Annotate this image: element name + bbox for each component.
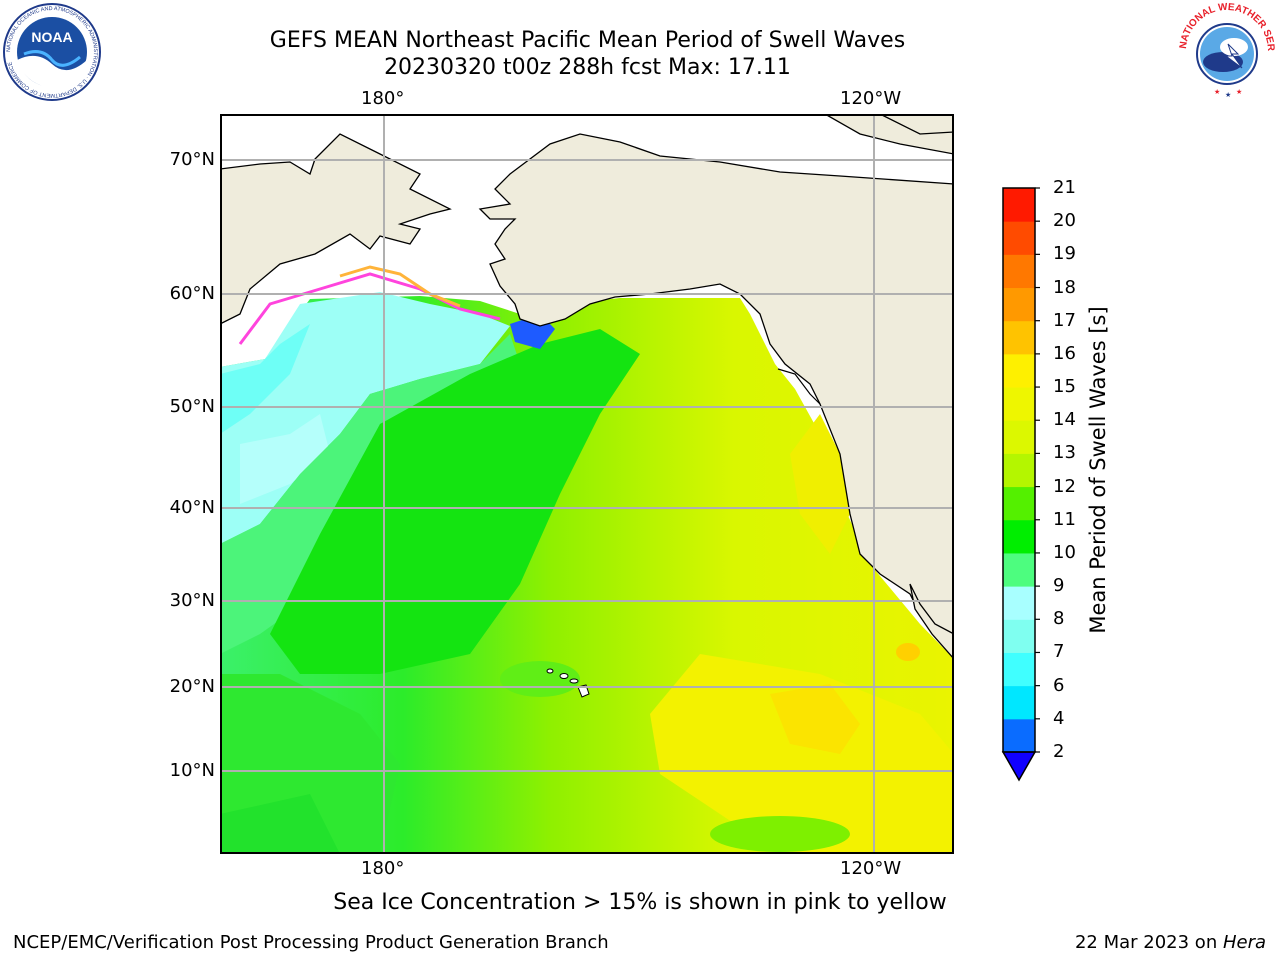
colorbar-tick-label: 17: [1053, 309, 1076, 331]
noaa-logo-text: NOAA: [31, 29, 72, 45]
colorbar-cell: [1003, 453, 1035, 488]
colorbar-tick-label: 19: [1053, 243, 1076, 265]
colorbar-tick-label: 14: [1053, 409, 1076, 431]
colorbar-tick-label: 4: [1053, 707, 1065, 729]
colorbar-tick-label: 13: [1053, 442, 1076, 464]
colorbar-cell: [1003, 586, 1035, 620]
plot-title: GEFS MEAN Northeast Pacific Mean Period …: [269, 28, 906, 53]
plot-subtitle: 20230320 t00z 288h fcst Max: 17.11: [384, 55, 791, 80]
lat-label-70n: 70°N: [169, 149, 215, 170]
footer-date-text: 22 Mar 2023 on: [1074, 932, 1223, 953]
colorbar-cell: [1003, 652, 1035, 687]
svg-text:★: ★: [1236, 88, 1242, 96]
colorbar-tick-label: 16: [1053, 342, 1076, 364]
colorbar-tick-label: 6: [1053, 674, 1065, 696]
lat-label-60n: 60°N: [169, 283, 215, 304]
footer-host: Hera: [1222, 932, 1266, 953]
noaa-logo: NOAA NATIONAL OCEANIC AND ATMOSPHERIC AD…: [3, 3, 101, 101]
lon-label-bottom-120w: 120°W: [840, 858, 902, 879]
map-panel: [220, 114, 954, 854]
colorbar-cell: [1003, 221, 1035, 255]
colorbar: [1001, 187, 1040, 782]
colorbar-tick-label: 15: [1053, 376, 1076, 398]
sea-ice-caption: Sea Ice Concentration > 15% is shown in …: [333, 890, 947, 915]
nws-logo: NATIONAL WEATHER SERVICE ★ ★ ★: [1176, 2, 1276, 99]
land: [220, 114, 954, 660]
colorbar-cell: [1003, 718, 1035, 753]
colorbar-cell: [1003, 254, 1035, 289]
colorbar-cell: [1003, 320, 1035, 355]
colorbar-cell: [1003, 420, 1035, 454]
colorbar-tick-label: 8: [1053, 608, 1065, 630]
colorbar-tick-label: 2: [1053, 741, 1065, 762]
lat-label-10n: 10°N: [169, 760, 215, 781]
colorbar-tick-label: 11: [1053, 508, 1076, 530]
colorbar-cell: [1003, 387, 1035, 421]
svg-text:★: ★: [1225, 91, 1231, 99]
colorbar-cell: [1003, 188, 1035, 222]
footer-branch: NCEP/EMC/Verification Post Processing Pr…: [13, 932, 609, 953]
colorbar-tick-label: 9: [1053, 575, 1065, 597]
colorbar-cell: [1003, 287, 1035, 322]
svg-text:★: ★: [1214, 88, 1220, 96]
lat-label-20n: 20°N: [169, 676, 215, 697]
colorbar-cell: [1003, 685, 1035, 720]
colorbar-cell: [1003, 353, 1035, 388]
colorbar-cell: [1003, 519, 1035, 554]
colorbar-cells: [1003, 188, 1035, 753]
sea-ice-edge: [238, 272, 501, 345]
colorbar-tick-label: 20: [1053, 210, 1076, 232]
lon-label-top-120w: 120°W: [840, 88, 902, 109]
colorbar-cell: [1003, 486, 1035, 521]
colorbar-tick-label: 18: [1053, 276, 1076, 298]
colorbar-underflow-triangle: [1001, 751, 1037, 782]
lat-label-40n: 40°N: [169, 497, 215, 518]
colorbar-tick-label: 7: [1053, 641, 1065, 663]
colorbar-tick-label: 10: [1053, 541, 1076, 563]
colorbar-cell: [1003, 619, 1035, 653]
colorbar-title: Mean Period of Swell Waves [s]: [1086, 306, 1110, 634]
colorbar-cell: [1003, 552, 1035, 587]
footer-date: 22 Mar 2023 on Hera: [1075, 932, 1266, 953]
lat-label-50n: 50°N: [169, 396, 215, 417]
colorbar-tick-label: 12: [1053, 475, 1076, 497]
lat-label-30n: 30°N: [169, 590, 215, 611]
lon-label-top-180: 180°: [361, 88, 405, 109]
colorbar-tick-label: 21: [1053, 177, 1076, 198]
graticule: [220, 114, 954, 854]
lon-label-bottom-180: 180°: [361, 858, 405, 879]
